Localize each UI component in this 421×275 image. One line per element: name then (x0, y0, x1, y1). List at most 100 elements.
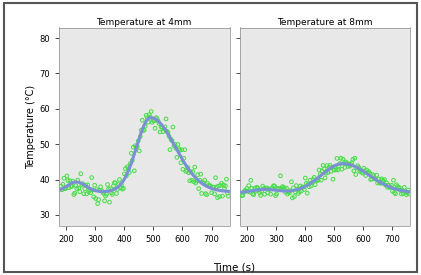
Point (72, 191, 78, 195)
Point (167, 147, 173, 152)
Point (283, 186, 290, 190)
Point (160, 130, 166, 134)
Point (182, 169, 189, 174)
Point (295, 191, 302, 196)
Point (273, 192, 280, 196)
Point (164, 129, 171, 134)
Point (109, 192, 116, 197)
Point (333, 168, 339, 172)
Point (105, 187, 112, 191)
Point (90, 195, 97, 199)
Point (254, 186, 261, 190)
Point (66, 186, 72, 190)
Point (389, 189, 396, 193)
Point (374, 181, 381, 185)
Point (77, 189, 83, 194)
Point (306, 185, 313, 189)
Point (312, 182, 319, 187)
Point (208, 191, 215, 195)
Point (383, 181, 390, 185)
Point (204, 181, 211, 186)
Point (392, 192, 399, 196)
Point (260, 186, 267, 191)
Point (276, 186, 283, 191)
Point (324, 163, 330, 168)
Point (179, 167, 186, 172)
Point (298, 189, 305, 193)
Point (266, 187, 273, 192)
Point (325, 170, 331, 175)
Point (256, 188, 262, 192)
Point (301, 187, 308, 192)
Point (350, 169, 357, 173)
Point (101, 199, 108, 203)
Point (210, 185, 217, 189)
Point (122, 166, 129, 171)
Point (192, 181, 199, 185)
Point (138, 128, 144, 132)
Point (352, 156, 358, 160)
Point (328, 169, 334, 174)
Point (67, 178, 73, 183)
Point (310, 177, 317, 182)
Point (92, 196, 99, 201)
Point (265, 187, 272, 191)
Point (390, 178, 397, 182)
Point (318, 178, 325, 182)
Title: Temperature at 4mm: Temperature at 4mm (96, 18, 192, 27)
Point (154, 116, 160, 121)
Point (104, 182, 111, 187)
Point (114, 187, 121, 192)
Point (215, 184, 222, 188)
Point (110, 184, 117, 188)
Point (344, 164, 351, 169)
Point (335, 168, 341, 172)
Point (132, 144, 139, 148)
Point (376, 180, 383, 185)
Point (404, 191, 411, 195)
Point (355, 165, 362, 170)
Point (224, 191, 231, 195)
Point (248, 178, 254, 183)
Point (364, 171, 371, 175)
Point (373, 173, 380, 177)
Point (165, 134, 172, 138)
Point (70, 192, 77, 197)
Point (303, 181, 309, 186)
Point (198, 191, 205, 196)
Point (343, 160, 349, 164)
Point (395, 185, 402, 190)
Point (405, 188, 412, 192)
Point (95, 197, 102, 202)
Point (202, 191, 209, 196)
Point (240, 193, 246, 197)
Point (223, 177, 230, 182)
Point (134, 144, 141, 149)
Point (315, 178, 322, 182)
Point (281, 186, 288, 191)
Point (184, 165, 191, 170)
Point (262, 186, 269, 191)
Point (330, 168, 337, 172)
Point (87, 191, 94, 195)
Point (120, 186, 127, 191)
Point (282, 190, 289, 194)
Point (135, 139, 141, 143)
Point (305, 182, 312, 186)
Point (147, 115, 154, 119)
Point (207, 184, 214, 188)
Point (375, 177, 382, 182)
Point (144, 116, 151, 120)
Text: Time (s): Time (s) (213, 262, 255, 272)
Point (372, 177, 379, 181)
Point (385, 183, 392, 188)
Point (289, 196, 296, 200)
Point (377, 181, 384, 186)
Point (67, 184, 74, 189)
Point (352, 172, 359, 177)
Point (245, 183, 252, 188)
Point (381, 177, 388, 182)
Point (179, 148, 185, 152)
Point (365, 169, 372, 174)
Point (209, 185, 216, 189)
